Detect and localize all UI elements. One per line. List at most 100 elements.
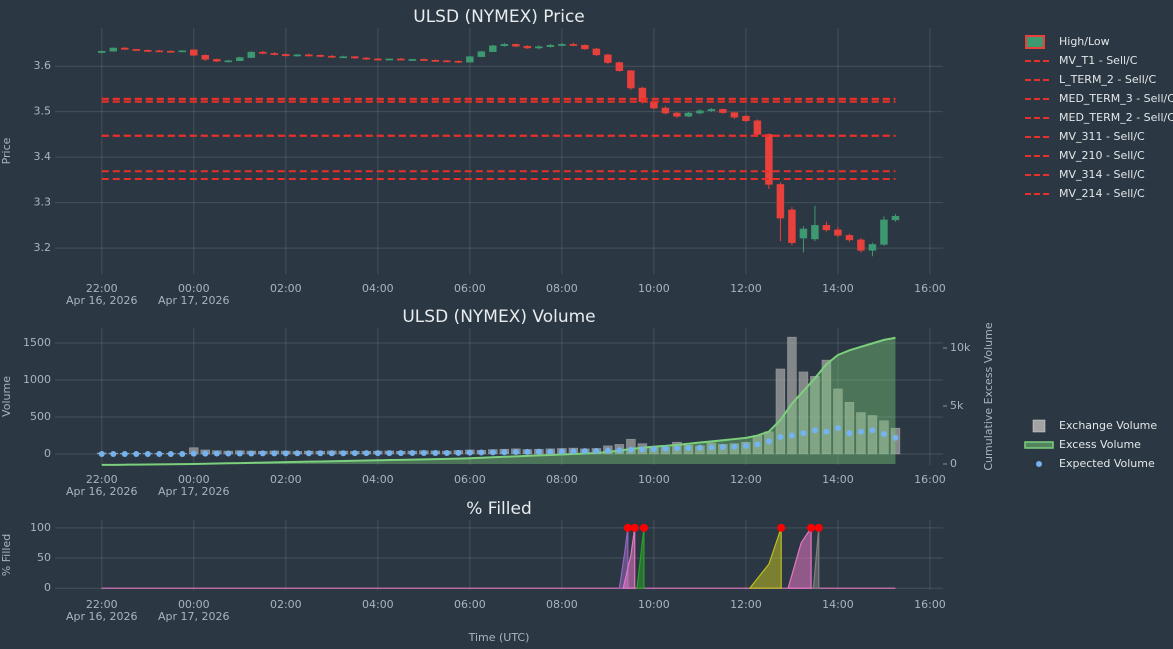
- candle-body: [868, 244, 877, 251]
- candle-body: [328, 55, 336, 58]
- y2-axis-title: Cumulative Excess Volume: [982, 322, 995, 470]
- candle-body: [523, 45, 532, 49]
- candle-body: [834, 229, 842, 236]
- x-tick-label: 12:00: [730, 473, 762, 486]
- candle-body: [236, 57, 244, 61]
- legend-label[interactable]: MV_314 - Sell/C: [1059, 168, 1145, 181]
- candle-body: [443, 60, 451, 63]
- y-tick-label: 3.4: [34, 150, 52, 163]
- expected-point: [374, 450, 381, 457]
- expected-point: [788, 432, 795, 439]
- x-tick-label: 16:00: [914, 282, 946, 295]
- legend-label[interactable]: L_TERM_2 - Sell/C: [1059, 73, 1156, 86]
- legend-label[interactable]: MV_311 - Sell/C: [1059, 130, 1145, 143]
- y2-tick-label: 0: [950, 457, 957, 470]
- expected-point: [604, 447, 611, 454]
- x-tick-label: 22:00: [86, 282, 118, 295]
- x-tick-label: 22:00: [86, 598, 118, 611]
- candle-body: [742, 115, 750, 122]
- candle-body: [454, 60, 463, 63]
- fill-marker: [630, 523, 639, 532]
- y-tick-label: 50: [37, 551, 51, 564]
- candle-body: [224, 60, 233, 63]
- expected-point: [570, 448, 577, 455]
- x-tick-label: 10:00: [638, 473, 670, 486]
- candle-body: [305, 54, 313, 57]
- x-tick-date: Apr 17, 2026: [158, 610, 230, 623]
- candle-body: [661, 107, 670, 114]
- expected-point: [202, 450, 209, 457]
- candle-body: [339, 56, 348, 59]
- expected-point: [857, 428, 864, 435]
- expected-point: [110, 450, 117, 457]
- y-tick-label: 3.5: [34, 105, 52, 118]
- x-tick-label: 14:00: [822, 473, 854, 486]
- x-tick-label: 14:00: [822, 598, 854, 611]
- candle-body: [719, 109, 727, 113]
- expected-point: [225, 450, 232, 457]
- candle-body: [696, 110, 704, 114]
- expected-point: [524, 448, 531, 455]
- expected-point: [248, 450, 255, 457]
- expected-point: [673, 445, 680, 452]
- x-tick-label: 00:00: [178, 473, 210, 486]
- expected-point: [455, 449, 462, 456]
- x-tick-date: Apr 16, 2026: [66, 485, 138, 498]
- x-tick-label: 12:00: [730, 282, 762, 295]
- candle-body: [753, 120, 762, 135]
- y-tick-label: 100: [30, 521, 51, 534]
- x-tick-label: 10:00: [638, 598, 670, 611]
- expected-point: [443, 449, 450, 456]
- expected-point: [662, 445, 669, 452]
- legend-label[interactable]: MV_214 - Sell/C: [1059, 187, 1145, 200]
- legend-label[interactable]: MED_TERM_2 - Sell/C: [1059, 111, 1173, 124]
- x-tick-label: 10:00: [638, 282, 670, 295]
- candle-body: [546, 45, 555, 47]
- expected-point: [846, 430, 853, 437]
- volume-bar: [775, 368, 786, 455]
- x-tick-label: 02:00: [270, 598, 302, 611]
- expected-point: [340, 450, 347, 457]
- expected-point: [708, 444, 715, 451]
- candle-body: [282, 54, 290, 56]
- expected-point: [213, 450, 220, 457]
- x-tick-label: 06:00: [454, 282, 486, 295]
- legend-label[interactable]: High/Low: [1059, 35, 1110, 48]
- y-tick-label: 500: [30, 410, 51, 423]
- candle-body: [811, 225, 819, 240]
- legend-label[interactable]: MV_T1 - Sell/C: [1059, 54, 1138, 67]
- chart-title: ULSD (NYMEX) Price: [413, 7, 585, 27]
- candle-body: [270, 53, 279, 55]
- x-tick-label: 06:00: [454, 598, 486, 611]
- candle-body: [121, 47, 129, 50]
- legend-symbol: [1032, 419, 1046, 433]
- expected-point: [305, 450, 312, 457]
- y-tick-label: 3.2: [34, 241, 52, 254]
- chart-title: ULSD (NYMEX) Volume: [402, 307, 595, 327]
- candle-body: [684, 112, 693, 117]
- legend-label[interactable]: Exchange Volume: [1059, 419, 1157, 432]
- legend-label[interactable]: MV_210 - Sell/C: [1059, 149, 1145, 162]
- x-tick-label: 08:00: [546, 282, 578, 295]
- candle-body: [891, 216, 900, 221]
- expected-point: [179, 450, 186, 457]
- candle-body: [730, 112, 739, 118]
- expected-point: [121, 450, 128, 457]
- y-tick-label: 3.6: [34, 59, 52, 72]
- candle-body: [178, 50, 187, 53]
- volume-bar: [844, 401, 855, 455]
- expected-point: [800, 430, 807, 437]
- x-tick-label: 08:00: [546, 598, 578, 611]
- legend-label[interactable]: Expected Volume: [1059, 457, 1155, 470]
- x-tick-label: 02:00: [270, 282, 302, 295]
- y-tick-label: 1000: [23, 373, 51, 386]
- legend-label[interactable]: MED_TERM_3 - Sell/C: [1059, 92, 1173, 105]
- volume-bar: [821, 359, 832, 455]
- legend-label[interactable]: Excess Volume: [1059, 438, 1141, 451]
- candle-body: [167, 50, 175, 53]
- expected-point: [811, 427, 818, 434]
- x-tick-date: Apr 17, 2026: [158, 294, 230, 307]
- x-tick-label: 04:00: [362, 473, 394, 486]
- y-tick-label: 1500: [23, 336, 51, 349]
- fill-area: [636, 527, 645, 589]
